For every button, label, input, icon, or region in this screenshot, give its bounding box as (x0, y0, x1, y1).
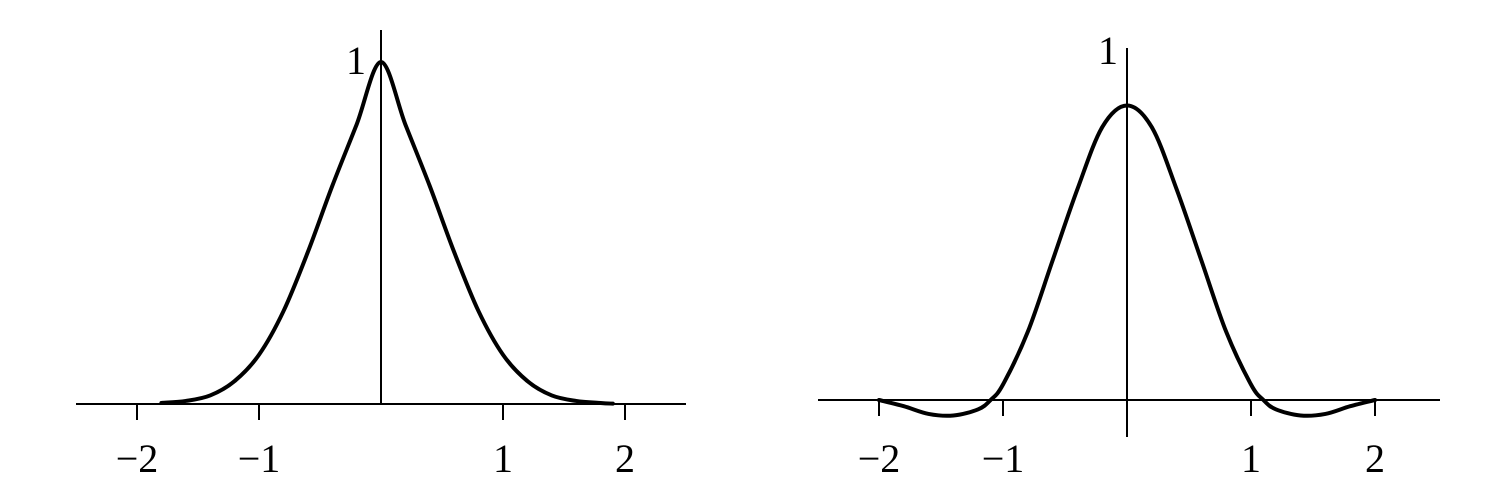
x-tick-label: 1 (1241, 436, 1261, 481)
y-tick-label: 1 (1098, 28, 1118, 73)
y-tick-label: 1 (346, 38, 366, 83)
x-tick-label: 2 (1365, 436, 1385, 481)
x-tick-label: −1 (238, 436, 281, 481)
right-plot: −2 −1 1 2 1 (818, 28, 1440, 481)
x-tick-label: −2 (116, 436, 159, 481)
x-tick-label: 2 (615, 436, 635, 481)
x-tick-label: −2 (858, 436, 901, 481)
x-tick-label: −1 (982, 436, 1025, 481)
series-line (877, 103, 1377, 418)
series-line (159, 60, 615, 406)
left-plot: −2 −1 1 2 1 (76, 30, 686, 481)
x-tick-label: 1 (493, 436, 513, 481)
